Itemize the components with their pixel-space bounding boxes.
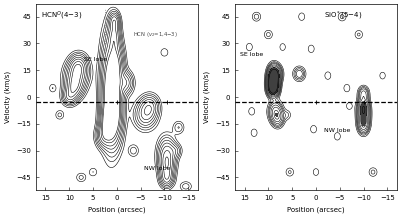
- Text: SE lobe: SE lobe: [240, 52, 263, 57]
- Text: SiO$^*$(5$-$4): SiO$^*$(5$-$4): [324, 10, 362, 22]
- Text: HCN ($v_2$=1,4$-$3): HCN ($v_2$=1,4$-$3): [133, 30, 178, 39]
- Text: HCN$^O$(4$-$3): HCN$^O$(4$-$3): [41, 10, 82, 22]
- X-axis label: Position (arcsec): Position (arcsec): [88, 206, 146, 213]
- Text: NW lobe: NW lobe: [144, 166, 171, 171]
- Y-axis label: Velocity (km/s): Velocity (km/s): [4, 71, 11, 123]
- Text: NW lobe: NW lobe: [324, 128, 350, 133]
- Y-axis label: Velocity (km/s): Velocity (km/s): [203, 71, 210, 123]
- Text: SE lobe: SE lobe: [85, 57, 108, 62]
- X-axis label: Position (arcsec): Position (arcsec): [287, 206, 345, 213]
